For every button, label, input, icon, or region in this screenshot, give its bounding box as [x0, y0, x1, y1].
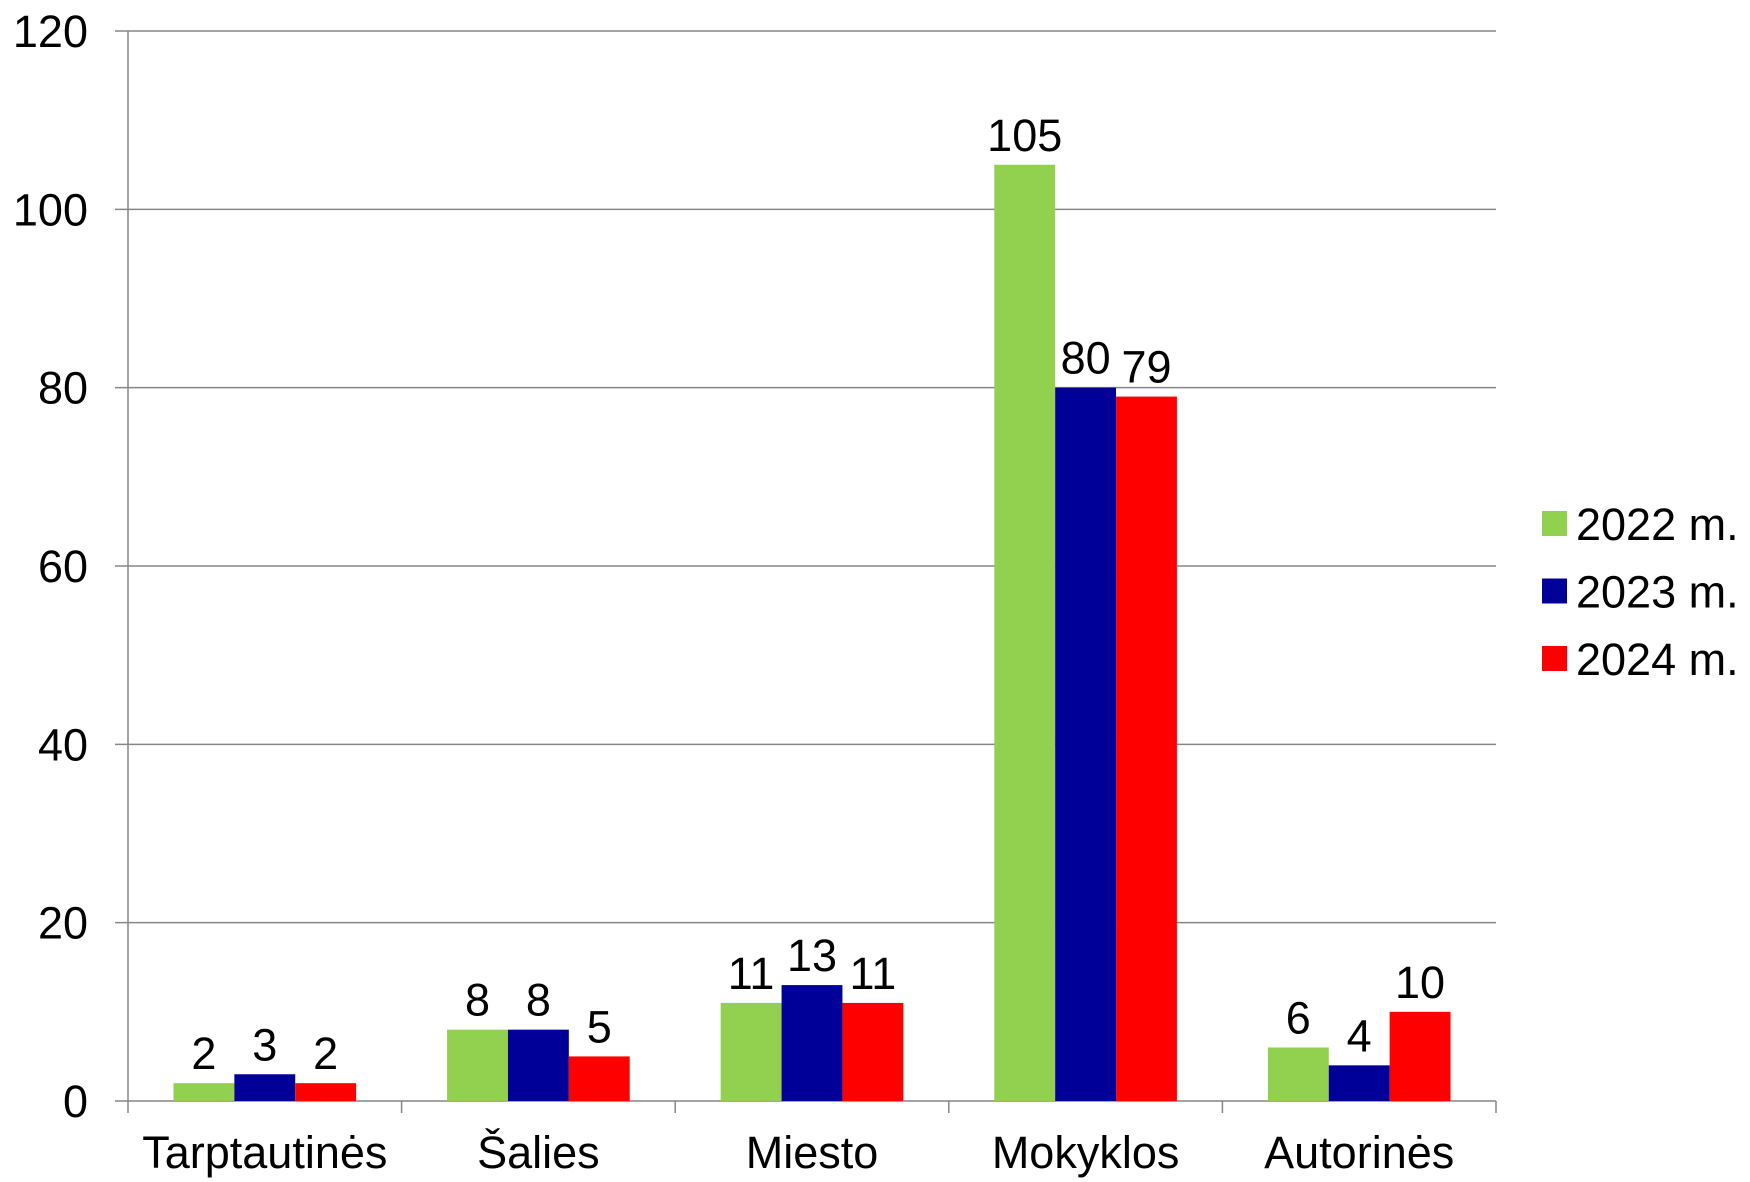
bar — [568, 1056, 630, 1101]
data-label: 79 — [1121, 342, 1171, 393]
data-label: 11 — [728, 948, 775, 999]
bar — [507, 1029, 569, 1101]
data-label: 6 — [1286, 993, 1311, 1044]
legend-label: 2024 m. — [1576, 634, 1739, 685]
legend-swatch — [1542, 578, 1567, 604]
bar — [720, 1002, 782, 1101]
bar — [447, 1029, 508, 1101]
legend-swatch — [1542, 646, 1567, 671]
data-label: 11 — [850, 948, 897, 999]
bar — [173, 1083, 235, 1101]
bar — [842, 1002, 904, 1101]
legend-label: 2023 m. — [1576, 567, 1739, 618]
y-tick-label: 0 — [63, 1076, 88, 1127]
legend-label: 2022 m. — [1576, 499, 1739, 550]
bar — [1389, 1011, 1451, 1101]
bar — [781, 985, 843, 1101]
bar — [1328, 1065, 1390, 1101]
bar — [295, 1083, 357, 1101]
y-tick-label: 40 — [38, 719, 88, 770]
data-label: 8 — [465, 975, 490, 1026]
data-label: 8 — [526, 975, 551, 1026]
data-label: 2 — [191, 1028, 216, 1079]
bar — [1267, 1047, 1329, 1101]
x-tick-label: Tarptautinės — [142, 1127, 387, 1178]
data-label: 80 — [1061, 333, 1111, 384]
y-tick-label: 20 — [38, 898, 88, 949]
y-tick-label: 100 — [13, 184, 88, 235]
data-label: 105 — [987, 110, 1062, 161]
x-tick-label: Autorinės — [1264, 1127, 1454, 1178]
data-label: 10 — [1395, 957, 1445, 1008]
x-tick-label: Mokyklos — [992, 1127, 1180, 1178]
y-tick-label: 60 — [38, 541, 88, 592]
bar — [1116, 396, 1177, 1101]
data-label: 4 — [1347, 1010, 1372, 1061]
legend-swatch — [1542, 511, 1567, 536]
y-tick-label: 80 — [38, 363, 88, 414]
x-tick-label: Miesto — [746, 1127, 879, 1178]
data-label: 2 — [313, 1028, 338, 1079]
bar — [994, 164, 1056, 1101]
data-label: 13 — [787, 930, 837, 981]
bar — [234, 1074, 296, 1101]
y-tick-label: 120 — [13, 6, 88, 57]
bar — [1055, 387, 1117, 1102]
x-tick-label: Šalies — [477, 1127, 600, 1178]
data-label: 5 — [587, 1001, 612, 1052]
data-label: 3 — [252, 1019, 277, 1070]
